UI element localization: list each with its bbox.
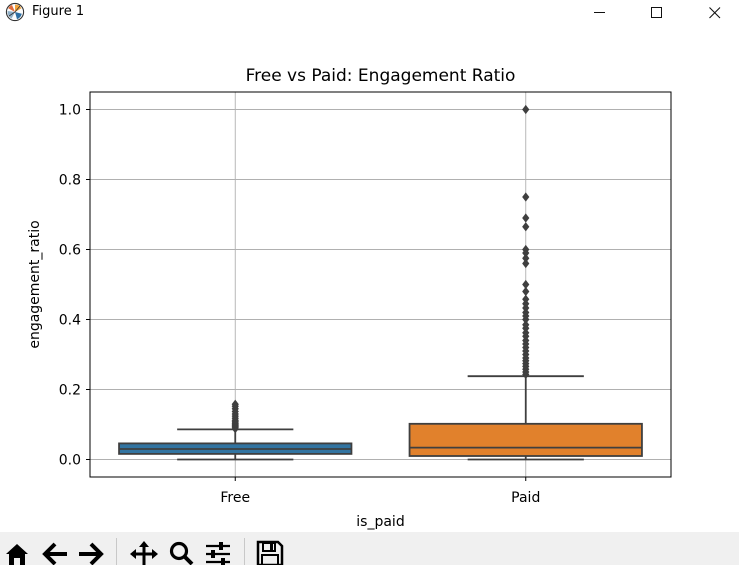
outlier-point: [522, 222, 530, 232]
minimize-button[interactable]: [577, 0, 623, 26]
zoom-icon: [169, 541, 194, 565]
axes-frame: [89, 91, 672, 478]
outlier-point: [522, 279, 530, 290]
forward-arrow-icon: [79, 542, 104, 565]
matplotlib-logo-icon: [5, 2, 25, 22]
save-button[interactable]: [256, 540, 284, 565]
back-arrow-icon: [42, 542, 67, 565]
home-icon: [6, 544, 28, 565]
y-tick-label: 0.6: [59, 243, 81, 259]
figure-canvas[interactable]: 0.0 0.2 0.4 0.6 0.8 1.0 Free Paid Free vs Paid:…: [0, 26, 739, 532]
back-button[interactable]: [42, 540, 68, 565]
configure-subplots-icon: [206, 542, 230, 565]
outlier-point: [522, 258, 530, 269]
toolbar-separator: [244, 538, 245, 565]
box-body: [408, 422, 643, 457]
outlier-point: [522, 213, 530, 223]
outlier-point: [522, 320, 530, 330]
window-title: Figure 1: [32, 4, 85, 19]
minimize-icon: [594, 12, 605, 13]
outlier-point: [522, 192, 530, 202]
maximize-icon: [651, 7, 662, 18]
toolbar-separator: [116, 538, 117, 565]
ticks: 0.0 0.2 0.4 0.6 0.8 1.0 Free Paid: [59, 103, 541, 507]
forward-button[interactable]: [78, 540, 104, 565]
pan-button[interactable]: [130, 540, 158, 565]
x-axis-label: is_paid: [356, 514, 404, 530]
outlier-point: [231, 399, 239, 409]
x-tick-label: Free: [220, 490, 250, 506]
box-free: [118, 399, 353, 461]
close-icon: [709, 7, 721, 19]
outlier-point: [522, 286, 530, 297]
y-tick-label: 0.0: [59, 453, 81, 469]
close-button[interactable]: [692, 0, 738, 26]
home-button[interactable]: [4, 540, 30, 565]
y-tick-label: 0.4: [59, 313, 81, 329]
title-bar: Figure 1: [0, 0, 739, 26]
x-tick-label: Paid: [511, 490, 540, 506]
maximize-button[interactable]: [634, 0, 680, 26]
outlier-point: [522, 294, 530, 304]
navigation-toolbar: [0, 532, 739, 565]
save-icon: [256, 540, 284, 565]
y-tick-label: 0.8: [59, 173, 81, 189]
box-plot: 0.0 0.2 0.4 0.6 0.8 1.0 Free Paid Free vs Paid:…: [27, 66, 672, 530]
grid: [90, 92, 671, 477]
chart-title: Free vs Paid: Engagement Ratio: [246, 66, 516, 86]
box-paid: [408, 104, 643, 461]
outlier-point: [522, 104, 530, 115]
y-tick-label: 1.0: [59, 103, 81, 119]
y-axis-label: engagement_ratio: [27, 220, 43, 348]
boxes: [118, 104, 643, 461]
y-tick-label: 0.2: [59, 383, 81, 399]
zoom-button[interactable]: [168, 540, 194, 565]
configure-subplots-button[interactable]: [204, 540, 230, 565]
outlier-point: [522, 253, 530, 263]
outlier-point: [522, 244, 530, 255]
pan-icon: [130, 541, 158, 565]
